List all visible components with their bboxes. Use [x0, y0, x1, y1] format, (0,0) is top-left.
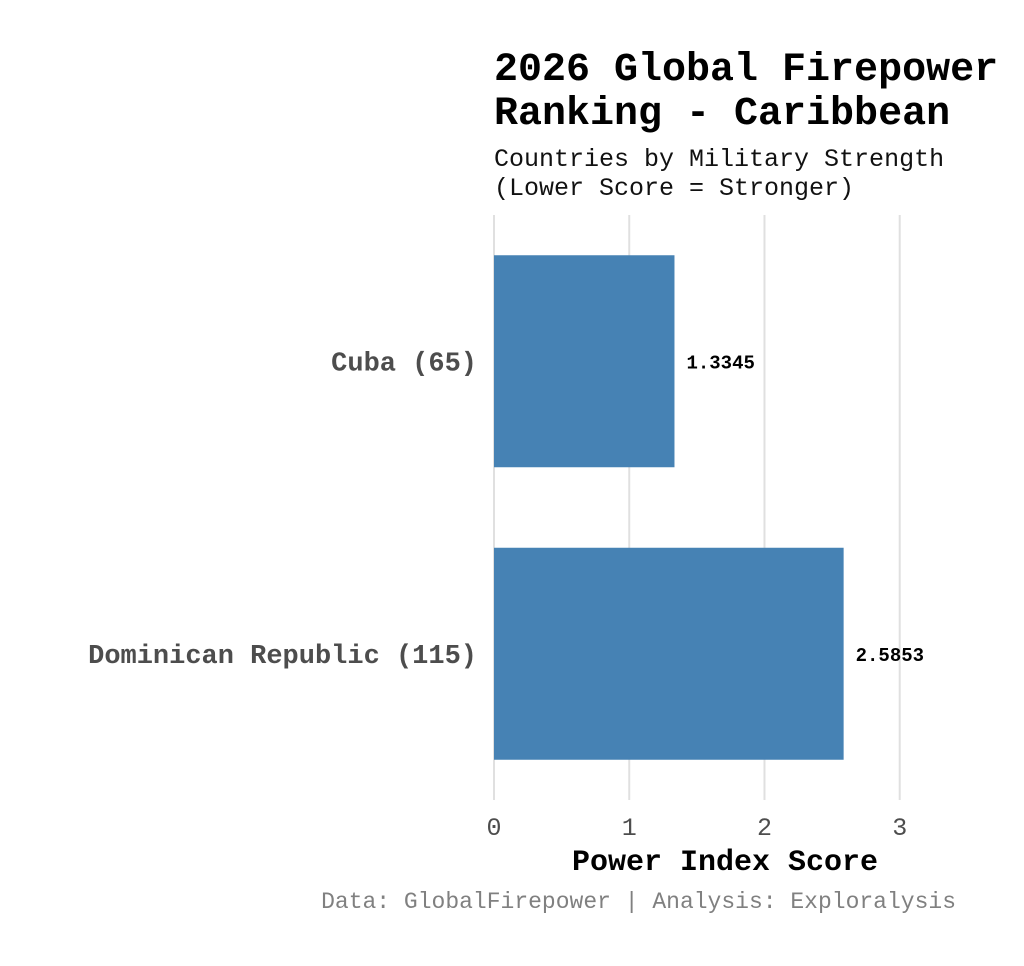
- category-label-0: Cuba (65): [331, 349, 477, 379]
- value-labels: 1.3345 2.5853: [686, 352, 924, 667]
- chart-subtitle-line-1: Countries by Military Strength: [494, 145, 944, 174]
- x-axis-title: Power Index Score: [572, 846, 878, 880]
- x-tick-label-2: 2: [757, 814, 772, 843]
- chart-caption: Data: GlobalFirepower | Analysis: Explor…: [321, 889, 956, 915]
- bar-0: [494, 255, 675, 468]
- x-tick-label-0: 0: [486, 814, 501, 843]
- category-label-1: Dominican Republic (115): [88, 642, 477, 672]
- chart-subtitle-line-2: (Lower Score = Stronger): [494, 174, 854, 203]
- value-label-1: 2.5853: [856, 645, 924, 667]
- chart-title-line-2: Ranking - Caribbean: [494, 92, 950, 137]
- value-label-0: 1.3345: [686, 352, 754, 374]
- bars: [494, 255, 844, 760]
- x-axis-ticks: 0 1 2 3: [486, 814, 907, 843]
- category-labels: Cuba (65) Dominican Republic (115): [88, 349, 477, 672]
- chart-title-line-1: 2026 Global Firepower: [494, 48, 998, 93]
- x-tick-label-1: 1: [622, 814, 637, 843]
- bar-1: [494, 547, 844, 760]
- x-tick-label-3: 3: [892, 814, 907, 843]
